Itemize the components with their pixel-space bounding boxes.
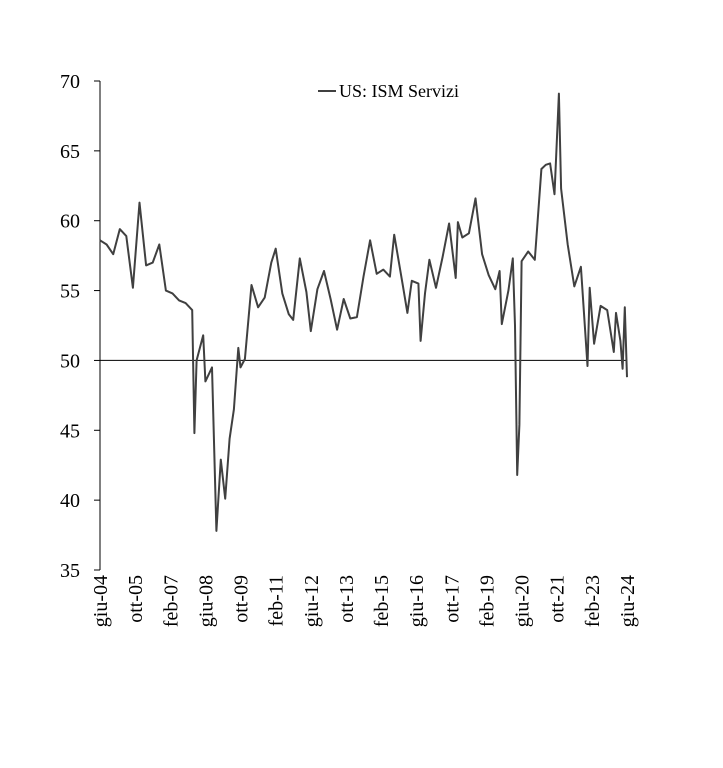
series-layer xyxy=(99,92,628,532)
y-axis: 35 40 45 50 55 60 65 70 xyxy=(60,71,101,582)
y-tick-label: 40 xyxy=(60,490,80,512)
y-tick-label: 60 xyxy=(60,211,80,233)
x-tick-label: giu-16 xyxy=(406,575,428,627)
x-tick-label: ott-17 xyxy=(441,575,463,623)
x-tick-label: feb-19 xyxy=(476,575,498,627)
x-tick-label: giu-04 xyxy=(90,575,112,627)
x-tick-label: giu-12 xyxy=(301,575,323,627)
x-tick-label: giu-24 xyxy=(617,575,639,627)
series-line xyxy=(99,92,628,532)
x-tick-label: feb-23 xyxy=(582,575,604,627)
legend-label: US: ISM Servizi xyxy=(339,81,459,101)
x-tick-label: ott-21 xyxy=(547,575,569,623)
x-axis: giu-04 ott-05 feb-07 giu-08 ott-09 feb-11 giu-… xyxy=(90,575,639,627)
y-tick-label: 50 xyxy=(60,350,80,372)
x-tick-label: ott-13 xyxy=(336,575,358,623)
y-tick-label: 65 xyxy=(60,141,80,163)
legend: US: ISM Servizi xyxy=(318,81,459,101)
x-tick-label: ott-05 xyxy=(125,575,147,623)
x-tick-label: feb-15 xyxy=(371,575,393,627)
x-tick-label: giu-20 xyxy=(512,575,534,627)
y-tick-label: 45 xyxy=(60,420,80,442)
x-tick-label: giu-08 xyxy=(195,575,217,627)
x-tick-label: ott-09 xyxy=(231,575,253,623)
y-tick-label: 35 xyxy=(60,560,80,582)
y-tick-label: 55 xyxy=(60,281,80,303)
x-tick-label: feb-11 xyxy=(266,575,288,626)
x-tick-label: feb-07 xyxy=(160,575,182,627)
y-tick-label: 70 xyxy=(60,71,80,93)
